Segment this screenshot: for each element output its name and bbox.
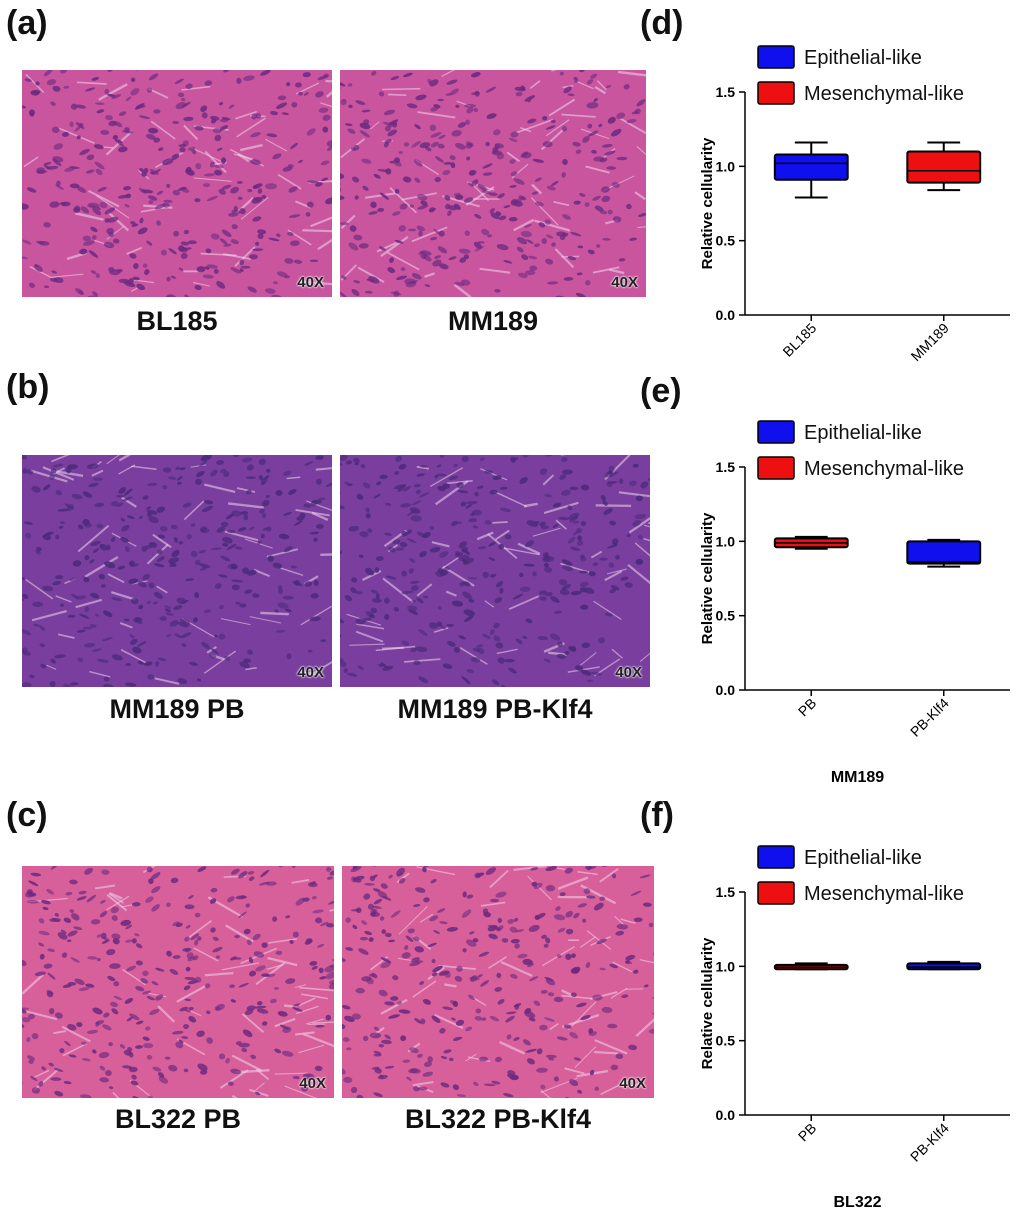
x-tick-label: PB-Klf4: [907, 695, 952, 740]
x-tick-label: PB-Klf4: [907, 1120, 952, 1165]
micrograph-mm189: 40X: [340, 70, 646, 297]
legend-label: Epithelial-like: [804, 422, 922, 444]
magnification-label: 40X: [619, 1075, 646, 1092]
y-tick-label: 0.0: [716, 307, 736, 323]
box-bl185: [773, 153, 849, 181]
legend-swatch-epithelial: [757, 845, 795, 869]
panel-letter-d: (d): [640, 4, 684, 42]
magnification-label: 40X: [299, 1075, 326, 1092]
panel-letter-f: (f): [640, 796, 674, 834]
legend-swatch-mesenchymal: [757, 81, 795, 105]
x-axis-label: MM189: [831, 769, 884, 786]
panel-letter-e: (e): [640, 372, 682, 410]
panel-letter-a: (a): [6, 4, 48, 42]
legend-label: Epithelial-like: [804, 847, 922, 869]
x-tick-label: PB: [795, 695, 820, 720]
boxplot-chart-f: Epithelial-like Mesenchymal-like 0.0 0.5 1.0…: [699, 845, 1010, 1211]
caption-bl185: BL185: [136, 306, 218, 336]
box-mm189: [906, 150, 982, 184]
boxplot-chart-e: Epithelial-like Mesenchymal-like 0.0 0.5 1.0…: [699, 420, 1010, 786]
x-tick-label: MM189: [908, 320, 952, 364]
magnification-label: 40X: [611, 274, 638, 291]
legend-swatch-epithelial: [757, 420, 795, 444]
magnification-label: 40X: [297, 274, 324, 291]
magnification-label: 40X: [297, 664, 324, 681]
caption-mm189-pb: MM189 PB: [109, 694, 245, 724]
panel-letter-b: (b): [6, 368, 50, 406]
box-pb-klf4: [906, 540, 982, 565]
panel-letter-c: (c): [6, 796, 48, 834]
legend-label: Mesenchymal-like: [804, 83, 964, 105]
y-tick-label: 0.5: [716, 233, 736, 249]
magnification-label: 40X: [615, 664, 642, 681]
legend-label: Mesenchymal-like: [804, 883, 964, 905]
y-axis-label: Relative cellularity: [699, 512, 716, 644]
y-tick-label: 0.5: [716, 608, 736, 624]
x-tick-label: BL185: [779, 320, 819, 360]
caption-bl322-pb: BL322 PB: [114, 1104, 242, 1134]
micrograph-mm189-pb: 40X: [22, 455, 332, 687]
caption-mm189: MM189: [447, 306, 539, 336]
y-tick-label: 1.5: [716, 884, 736, 900]
legend-swatch-mesenchymal: [757, 881, 795, 905]
y-tick-label: 1.5: [716, 84, 736, 100]
caption-mm189-pb-klf4: MM189 PB-Klf4: [397, 694, 593, 724]
boxplot-chart-d: Epithelial-like Mesenchymal-like 0.0 0.5 1.0…: [699, 45, 1010, 364]
caption-bl322-pb-klf4: BL322 PB-Klf4: [404, 1104, 592, 1134]
y-tick-label: 0.0: [716, 1107, 736, 1123]
y-tick-label: 0.0: [716, 682, 736, 698]
micrograph-mm189-pb-klf4: 40X: [340, 455, 650, 687]
micrograph-bl185: 40X: [22, 70, 332, 297]
y-tick-label: 1.0: [716, 158, 736, 174]
y-tick-label: 1.0: [716, 958, 736, 974]
legend-swatch-mesenchymal: [757, 456, 795, 480]
micrograph-bl322-pb-klf4: 40X: [342, 866, 654, 1098]
y-tick-label: 0.5: [716, 1033, 736, 1049]
y-axis-label: Relative cellularity: [699, 937, 716, 1069]
y-tick-label: 1.5: [716, 459, 736, 475]
x-tick-label: PB: [795, 1120, 820, 1145]
legend-label: Epithelial-like: [804, 47, 922, 69]
micrograph-bl322-pb: 40X: [22, 866, 334, 1098]
y-tick-label: 1.0: [716, 533, 736, 549]
y-axis-label: Relative cellularity: [699, 137, 716, 269]
legend-swatch-epithelial: [757, 45, 795, 69]
legend-label: Mesenchymal-like: [804, 458, 964, 480]
x-axis-label: BL322: [833, 1194, 881, 1211]
